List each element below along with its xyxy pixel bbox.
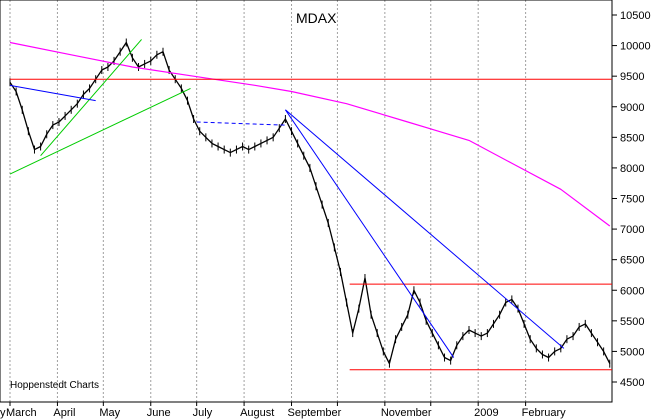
y-axis: 4500 5000 5500 6000 6500 7000 7500 8000 8500 9000… — [612, 10, 651, 389]
plot-frame — [0, 0, 613, 403]
y-tick-label-0: 4500 — [620, 377, 644, 389]
x-tick-label-1: March — [6, 407, 37, 419]
x-tick-label-6: August — [240, 407, 274, 419]
y-tick-label-6: 7500 — [620, 194, 644, 206]
y-tick-label-7: 8000 — [620, 163, 644, 175]
y-tick-label-4: 6500 — [620, 255, 644, 267]
y-tick-label-5: 7000 — [620, 224, 644, 236]
y-tick-label-2: 5500 — [620, 316, 644, 328]
y-tick-label-11: 10000 — [620, 41, 651, 53]
x-tick-label-2: April — [53, 407, 75, 419]
x-axis: y March April May June July August September Nov… — [0, 402, 566, 419]
trend-line-5 — [196, 121, 286, 126]
x-tick-label-7: September — [288, 407, 342, 419]
y-tick-label-3: 6000 — [620, 285, 644, 297]
trend-line-1 — [40, 39, 142, 157]
x-tick-label-3: May — [99, 407, 120, 419]
trend-line-3 — [284, 109, 455, 358]
vertical-grid — [9, 0, 527, 402]
source-label: Hoppenstedt Charts — [10, 380, 99, 391]
annotation-lines — [9, 39, 612, 371]
x-tick-label-4: June — [147, 407, 171, 419]
y-tick-label-9: 9000 — [620, 102, 644, 114]
y-tick-label-8: 8500 — [620, 132, 644, 144]
chart-title: MDAX — [296, 10, 337, 26]
trend-line-4 — [285, 109, 565, 349]
y-tick-label-12: 10500 — [620, 10, 651, 22]
x-tick-label-8: November — [381, 407, 432, 419]
trend-line-2 — [9, 84, 96, 102]
trend-line-0 — [9, 87, 191, 175]
y-tick-label-1: 5000 — [620, 346, 644, 358]
moving-average-line — [9, 41, 611, 227]
x-tick-label-0: y — [0, 407, 6, 419]
x-tick-label-10: February — [522, 407, 567, 419]
mdax-price-line — [9, 41, 611, 365]
x-tick-label-9: 2009 — [474, 407, 498, 419]
series-layer — [9, 38, 611, 368]
x-tick-label-5: July — [193, 407, 213, 419]
y-tick-label-10: 9500 — [620, 71, 644, 83]
